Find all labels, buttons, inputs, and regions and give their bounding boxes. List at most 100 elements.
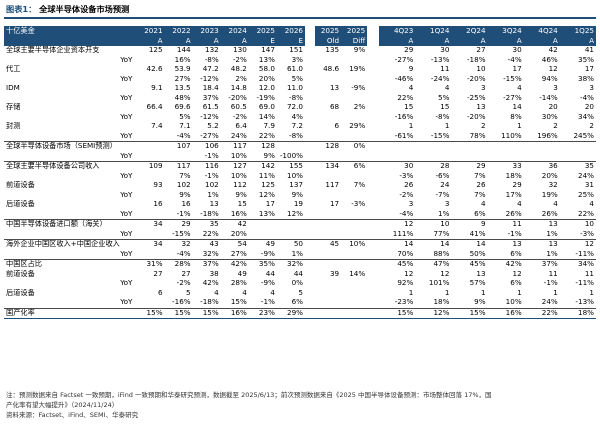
annual-cell: 42 xyxy=(237,219,247,229)
quarter-cell: 4 xyxy=(517,200,522,209)
quarter-cell: 88% xyxy=(415,249,452,260)
annual-cell: 34 xyxy=(153,239,163,249)
annual-cell: 42.6 xyxy=(146,65,163,74)
quarter-cell: 45% xyxy=(469,259,486,269)
cell-gap xyxy=(305,65,315,75)
cell-gap xyxy=(367,113,379,123)
cell-gap xyxy=(367,191,379,201)
annual-cell: 13 xyxy=(329,84,340,93)
annual-cell xyxy=(315,191,341,201)
cell-gap xyxy=(305,200,315,210)
annual-cell: 31% xyxy=(146,259,163,269)
quarter-cell: 9 xyxy=(408,65,414,74)
annual-cell: 17 xyxy=(329,200,340,209)
quarter-cell: 38% xyxy=(578,74,594,83)
annual-cell xyxy=(315,289,341,299)
cell-gap xyxy=(305,122,315,132)
annual-cell: 38 xyxy=(209,269,219,278)
row-label: YoY xyxy=(120,112,133,121)
cell-gap xyxy=(305,131,316,142)
annual-cell: 9.1 xyxy=(151,84,163,93)
quarter-cell xyxy=(523,151,560,162)
footnote-line-1: 注：预测数据来自 Factset 一致预期，iFind 一致预期和华泰研究预测，… xyxy=(6,391,492,399)
cell-gap xyxy=(367,249,380,260)
annual-cell: 39 xyxy=(329,269,340,278)
annual-cell: 3% xyxy=(291,55,303,64)
table-row-yoy: YoY 5% -12% -2% 14% 4% -16% -8% -20% 8% 30% 34% xyxy=(4,113,596,123)
header-qflag: A xyxy=(487,37,524,46)
annual-cell: -9% xyxy=(248,249,277,260)
annual-cell: 61.0 xyxy=(286,65,303,74)
annual-cell: 27 xyxy=(181,269,191,278)
annual-cell: -12% xyxy=(200,112,219,121)
annual-cell xyxy=(315,113,341,123)
quarter-cell: 1% xyxy=(415,209,452,220)
annual-cell: -2% xyxy=(176,279,191,288)
quarter-cell: 14 xyxy=(476,239,486,249)
quarter-cell: 14 xyxy=(404,239,414,249)
quarter-cell: 15 xyxy=(440,103,450,112)
annual-cell: 137 xyxy=(289,181,303,190)
annual-cell xyxy=(341,209,368,220)
quarter-cell: -2% xyxy=(399,190,414,199)
annual-cell: 37% xyxy=(202,259,219,269)
quarter-cell xyxy=(451,151,488,162)
row-label: YoY xyxy=(4,298,137,309)
header-year: 2025 xyxy=(341,26,368,37)
annual-cell: 44 xyxy=(293,269,303,278)
annual-cell: -16% xyxy=(164,298,193,309)
row-label: 国产化率 xyxy=(4,308,137,319)
row-label: 全球主要半导体设备公司收入 xyxy=(6,161,100,171)
table-row-yoy: YoY -1% 10% 9% -100% xyxy=(4,151,596,162)
annual-cell xyxy=(341,191,367,201)
annual-cell: 15% xyxy=(220,298,249,309)
annual-cell: 42% xyxy=(202,279,219,288)
annual-cell: 19% xyxy=(349,65,366,74)
header-flag: A xyxy=(220,37,249,46)
quarter-cell: -18% xyxy=(466,55,486,64)
quarter-cell: 46% xyxy=(541,55,558,64)
annual-cell: -18% xyxy=(192,209,221,220)
annual-cell: 130 xyxy=(233,46,247,55)
cell-gap xyxy=(367,270,379,280)
annual-cell: 2% xyxy=(235,74,247,83)
annual-cell: 128 xyxy=(261,141,275,151)
annual-cell xyxy=(136,298,165,309)
quarter-cell: -13% xyxy=(430,55,450,64)
row-label: YoY xyxy=(120,279,133,288)
annual-cell: 9% xyxy=(179,190,191,199)
cell-gap xyxy=(367,65,379,75)
annual-cell: 134 xyxy=(325,161,340,171)
quarter-cell: -15% xyxy=(503,74,522,83)
annual-cell: -1% xyxy=(192,151,221,162)
table-row-yoy: YoY -16% -18% 15% -1% 6% -23% 18% 9% 10% 24% -13% xyxy=(4,298,596,309)
quarter-cell: 18% xyxy=(415,298,452,309)
annual-cell: 20% xyxy=(258,74,275,83)
annual-cell: 7% xyxy=(353,181,366,190)
annual-cell: 27 xyxy=(153,269,163,278)
table-row: IDM 9.1 13.5 18.4 14.8 12.0 11.0 13 -9% 4 4 3 4 3 3 xyxy=(4,84,596,94)
annual-cell: 12.0 xyxy=(258,84,275,93)
quarter-cell xyxy=(487,151,524,162)
annual-cell: 15% xyxy=(164,308,193,319)
annual-cell: 35% xyxy=(258,259,275,269)
annual-cell xyxy=(341,229,368,240)
annual-cell: -27% xyxy=(192,131,221,142)
annual-cell: -8% xyxy=(289,93,303,102)
row-label: 封测 xyxy=(6,122,21,131)
quarter-cell: 10% xyxy=(487,298,524,309)
cell-gap xyxy=(367,200,379,210)
cell-gap xyxy=(367,142,379,152)
annual-cell xyxy=(315,279,341,289)
quarter-cell xyxy=(488,142,524,152)
annual-cell: -19% xyxy=(256,93,275,102)
annual-cell xyxy=(341,279,367,289)
cell-gap xyxy=(367,181,379,191)
quarter-cell: 19% xyxy=(541,190,558,199)
table-row: 全球主要半导体企业资本开支 125 144 132 130 147 151 135 9% 29 30… xyxy=(4,46,596,56)
cell-gap xyxy=(305,220,315,230)
table-row: 前道设备 93 102 102 112 125 137 117 7% 26 24 26 29 32 31 xyxy=(4,181,596,191)
row-label: YoY xyxy=(4,229,137,240)
annual-cell: 6.4 xyxy=(235,122,247,131)
quarter-cell: 24% xyxy=(523,298,560,309)
